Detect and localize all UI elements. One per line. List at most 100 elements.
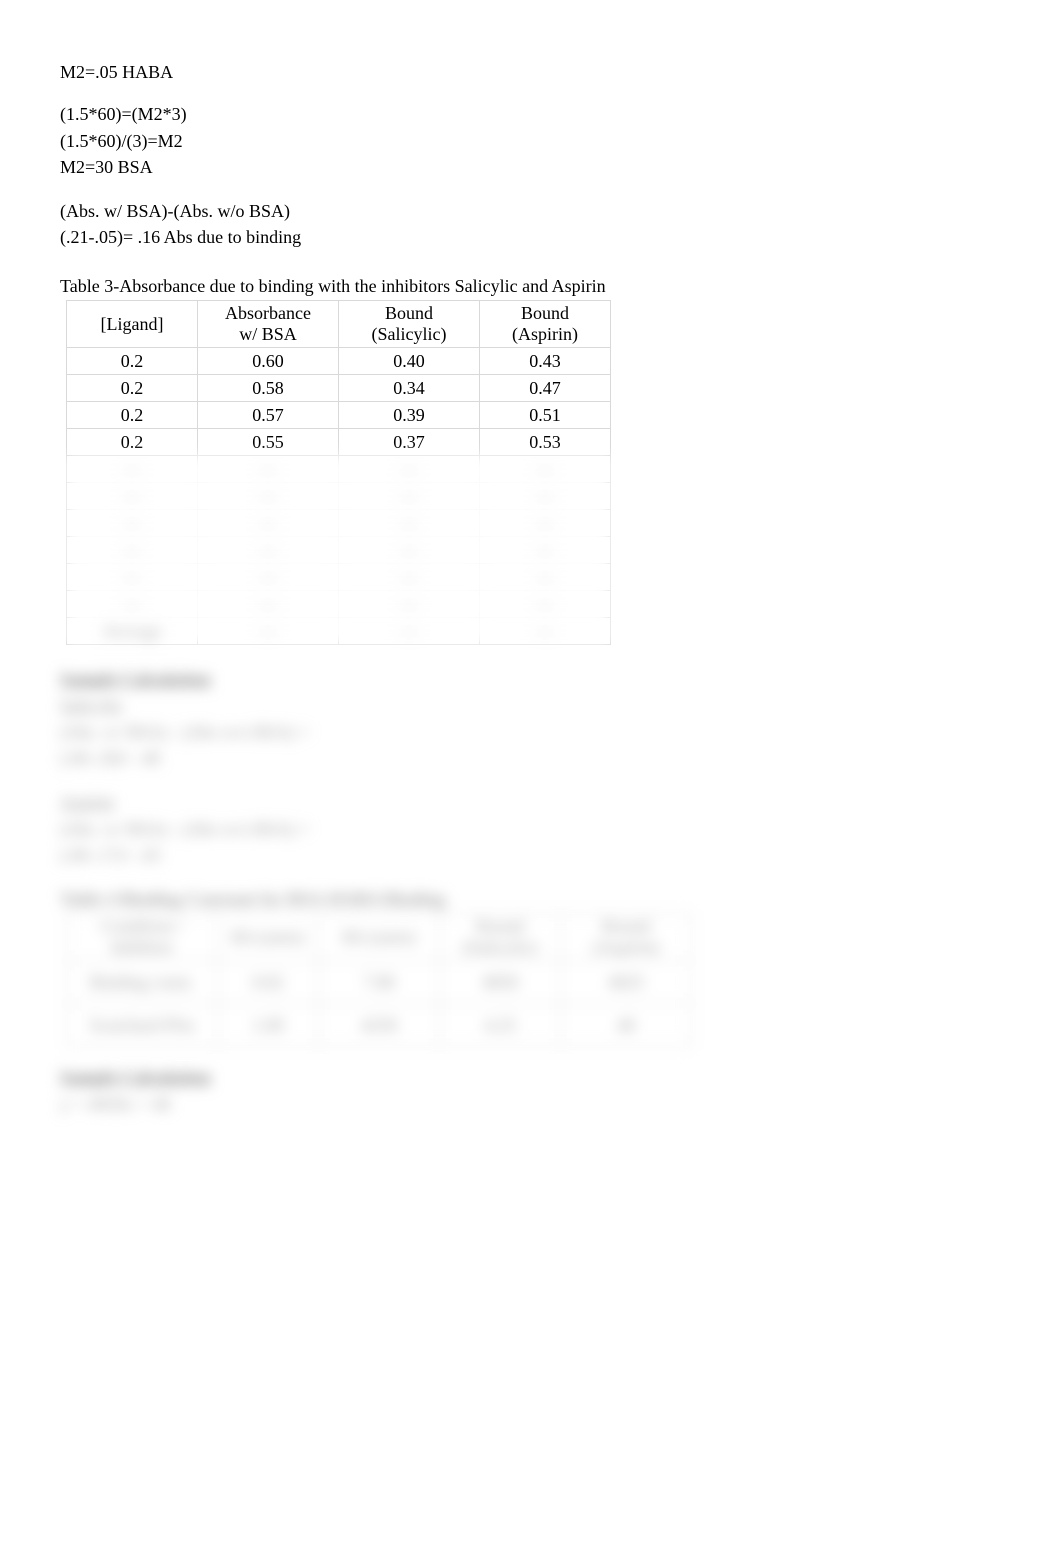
table3-header-bound-asp-l1: Bound [521,303,569,323]
cell: — [339,591,480,618]
table-row: 0.2 0.60 0.40 0.43 [67,348,611,375]
cell: — [198,591,339,618]
cell: — [198,564,339,591]
cell: 0.47 [480,375,611,402]
table3-header-bound-asp: Bound (Aspirin) [480,301,611,348]
cell: 4250 [319,1004,440,1047]
table3-header-bound-sal-l1: Bound [385,303,433,323]
aspirin-result: (.60-.17)= .43 [60,843,1002,867]
cell: — [339,537,480,564]
blurred-sample-calc-1: Sample Calculation Salicylic (Abs. w/ BS… [60,667,1002,867]
cell: 40 [561,1004,692,1047]
cell: 0.51 [480,402,611,429]
table-row: — — — — [67,591,611,618]
table3-header-abs-bsa: Absorbance w/ BSA [198,301,339,348]
t4-h3: Kb (units) [319,914,440,961]
cell: — [339,510,480,537]
table4-caption: Table 4 Binding Constant for BSA-HABA Bi… [60,887,1002,911]
cell: 0.57 [198,402,339,429]
table3-header-bound-asp-l2: (Aspirin) [512,324,578,344]
salicylic-label: Salicylic [60,693,1002,717]
cell: — [339,564,480,591]
table-row: 0.2 0.55 0.37 0.53 [67,429,611,456]
cell: 0.37 [339,429,480,456]
aspirin-expr: (Abs. w/ BSA) - (Abs w/o BSA) = [60,817,1002,841]
sample-calc-heading: Sample Calculation [60,667,1002,691]
table3-caption: Table 3-Absorbance due to binding with t… [60,274,1002,298]
cell: 4.25 [440,1004,561,1047]
cell: — [339,618,480,645]
table-row: Binding const. 0.02 7.80 4050 4025 [67,961,692,1004]
cell: — [67,537,198,564]
cell: — [480,618,611,645]
blurred-table4-region: Table 4 Binding Constant for BSA-HABA Bi… [60,887,1002,1047]
cell: Average [67,618,198,645]
calc-line-eq2: (1.5*60)/(3)=M2 [60,129,1002,153]
table3-header-row: [Ligand] Absorbance w/ BSA Bound (Salicy… [67,301,611,348]
cell: — [339,483,480,510]
cell: — [339,456,480,483]
table-row: — — — — [67,510,611,537]
table3-header-abs-bsa-l2: w/ BSA [239,324,297,344]
sample-calc-heading-2: Sample Calculation [60,1065,1002,1089]
cell: — [67,591,198,618]
cell: — [198,483,339,510]
table-row: Scatchard Plot 1.09 4250 4.25 40 [67,1004,692,1047]
cell: Scatchard Plot [67,1004,218,1047]
sample-calc-2-line: y = 4050x + 40 [60,1092,1002,1116]
table-row: — — — — [67,564,611,591]
calc-line-abs-result: (.21-.05)= .16 Abs due to binding [60,225,1002,249]
cell: — [198,618,339,645]
table-row: Average — — — [67,618,611,645]
table3-header-abs-bsa-l1: Absorbance [225,303,311,323]
t4-h1: Condition / Inhibitor [67,914,218,961]
cell: — [480,510,611,537]
table-row: 0.2 0.57 0.39 0.51 [67,402,611,429]
salicylic-expr: (Abs. w/ BSA) - (Abs w/o BSA) = [60,720,1002,744]
cell: 0.58 [198,375,339,402]
cell: — [480,456,611,483]
cell: — [198,510,339,537]
table3: [Ligand] Absorbance w/ BSA Bound (Salicy… [66,300,611,645]
calc-line-eq1: (1.5*60)=(M2*3) [60,102,1002,126]
cell: 0.2 [67,375,198,402]
table-row: — — — — [67,456,611,483]
cell: 1.09 [218,1004,319,1047]
table-row: — — — — [67,537,611,564]
table3-header-bound-sal: Bound (Salicylic) [339,301,480,348]
calc-line-m2bsa: M2=30 BSA [60,155,1002,179]
table3-header-ligand: [Ligand] [67,301,198,348]
cell: — [67,456,198,483]
cell: 0.02 [218,961,319,1004]
cell: 4050 [440,961,561,1004]
table3-body: 0.2 0.60 0.40 0.43 0.2 0.58 0.34 0.47 0.… [67,348,611,456]
cell: 0.55 [198,429,339,456]
table-row: 0.2 0.58 0.34 0.47 [67,375,611,402]
table3-blurred-body: — — — — — — — — — — — — — — — — — — — — [67,456,611,645]
cell: 0.2 [67,348,198,375]
cell: — [198,456,339,483]
cell: — [480,483,611,510]
cell: — [480,537,611,564]
cell: 0.40 [339,348,480,375]
cell: 0.43 [480,348,611,375]
calc-line-m2haba: M2=.05 HABA [60,60,1002,84]
cell: — [67,483,198,510]
blurred-sample-calc-2: Sample Calculation y = 4050x + 40 [60,1065,1002,1116]
cell: 4025 [561,961,692,1004]
cell: 0.39 [339,402,480,429]
cell: 7.80 [319,961,440,1004]
calc-line-abs-expr: (Abs. w/ BSA)-(Abs. w/o BSA) [60,199,1002,223]
t4-h2: Kb (units) [218,914,319,961]
t4-h4: Bound (Salicylic) [440,914,561,961]
table4-header-row: Condition / Inhibitor Kb (units) Kb (uni… [67,914,692,961]
cell: — [67,510,198,537]
cell: 0.60 [198,348,339,375]
cell: — [480,591,611,618]
table-row: — — — — [67,483,611,510]
cell: 0.2 [67,429,198,456]
cell: 0.53 [480,429,611,456]
t4-h5: Bound (Aspirin) [561,914,692,961]
cell: Binding const. [67,961,218,1004]
table4: Condition / Inhibitor Kb (units) Kb (uni… [66,913,692,1047]
